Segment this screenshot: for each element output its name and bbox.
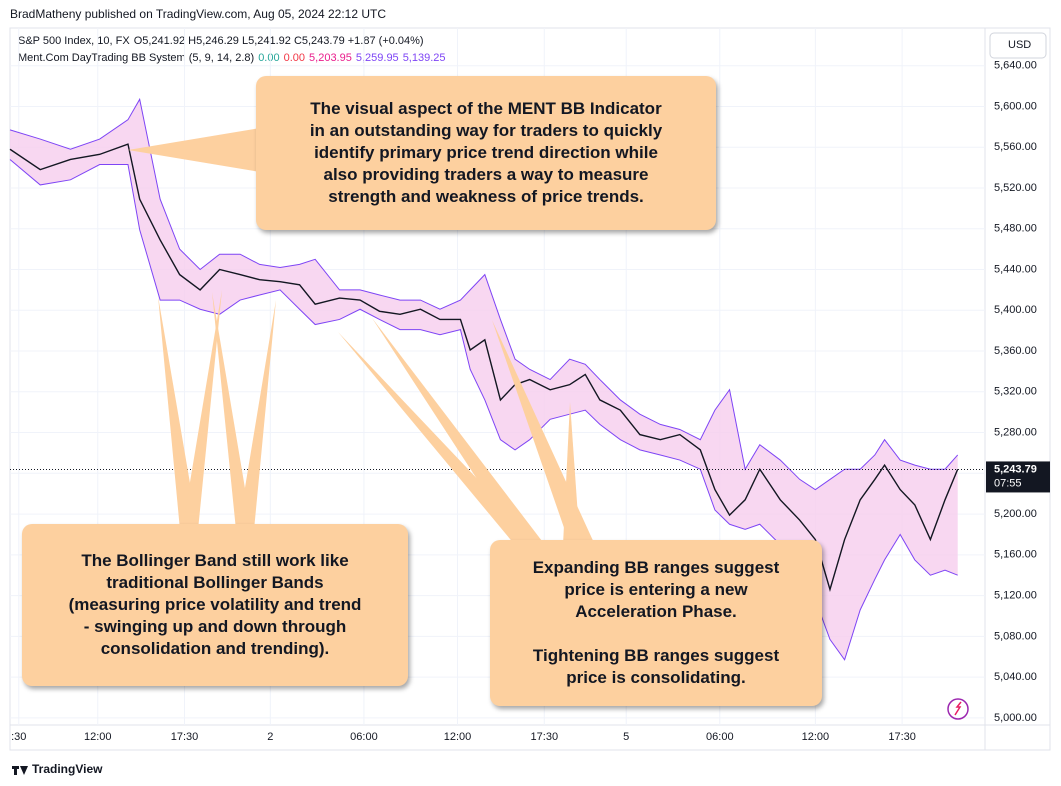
y-tick-label: 5,040.00 — [994, 671, 1037, 683]
x-tick-label: 5 — [623, 731, 629, 743]
currency-box[interactable] — [989, 32, 1047, 59]
x-tick-label: 2 — [267, 731, 273, 743]
indicator-value: 5,203.95 — [309, 52, 352, 64]
frame — [9, 27, 1051, 751]
callout-line: (measuring price volatility and trend — [68, 595, 362, 614]
indicator: Ment.Com DayTrading BB System (5, 9, 14,… — [18, 52, 255, 64]
y-tick-label: 5,200.00 — [994, 508, 1037, 520]
callout-line: Tightening BB ranges suggest — [532, 646, 780, 665]
callout-line — [490, 623, 822, 645]
pointer — [212, 292, 252, 530]
price-line — [9, 143, 959, 592]
indicator-value: 5,259.95 — [355, 52, 399, 64]
x-tick-label: 17:30 — [888, 731, 916, 743]
y-tick-label: 5,160.00 — [994, 549, 1037, 561]
x-tick-label: 17:30 — [171, 731, 199, 743]
callout-line: Acceleration Phase. — [575, 602, 737, 621]
callout-line: traditional Bollinger Bands — [106, 573, 324, 592]
callout-line: The visual aspect of the MENT BB Indicat… — [310, 99, 662, 118]
pointer — [238, 300, 276, 530]
callout: The visual aspect of the MENT BB Indicat… — [256, 76, 716, 230]
callout-line: price is consolidating. — [566, 668, 746, 687]
y-tick-label: 5,280.00 — [994, 426, 1037, 438]
callout: Expanding BB ranges suggest price is ente… — [490, 540, 822, 706]
y-tick-label: 5,600.00 — [994, 100, 1037, 112]
y-tick-label: 5,440.00 — [994, 263, 1037, 275]
y-tick-label: 5,400.00 — [994, 304, 1037, 316]
callout-line: consolidation and trending). — [100, 639, 330, 658]
callout-line: price is entering a new — [564, 580, 748, 599]
pointer — [372, 318, 545, 545]
callout-line: - swinging up and down through — [83, 617, 347, 636]
callout-line: also providing traders a way to measure — [323, 165, 649, 184]
band-line — [9, 159, 958, 661]
legend-symbol: S&P 500 Index, 10, FX O5,241.92 H5,246.29… — [18, 35, 428, 47]
callout: The Bollinger Band still work like tradit… — [22, 524, 408, 686]
y-tick-label: 5,080.00 — [994, 630, 1037, 642]
footer: TradingView — [32, 762, 103, 776]
replay-icon[interactable] — [947, 698, 969, 720]
x-tick-label: 12:00 — [84, 731, 112, 743]
indicator-value: 0.00 — [283, 52, 306, 64]
callout-line: The Bollinger Band still work like — [81, 551, 349, 570]
pointer — [182, 290, 222, 530]
y-tick-label: 5,000.00 — [994, 712, 1037, 724]
callout-pointers — [128, 128, 595, 545]
x-tick-label: 12:00 — [802, 731, 830, 743]
published: BradMatheny published on TradingView.com… — [10, 7, 387, 21]
x-tick-label: :30 — [11, 731, 26, 743]
y-tick-label: 5,640.00 — [994, 60, 1037, 72]
x-tick-label: 12:00 — [444, 731, 472, 743]
y-tick-label: 5,560.00 — [994, 141, 1037, 153]
callout-line: identify primary price trend direction w… — [314, 143, 658, 162]
legend-indicator: Ment.Com DayTrading BB System (5, 9, 14,… — [18, 52, 450, 64]
y-tick-label: 5,320.00 — [994, 386, 1037, 398]
price-tag — [986, 461, 1050, 493]
callout-line: Expanding BB ranges suggest — [532, 558, 780, 577]
x-tick-label: 17:30 — [531, 731, 559, 743]
callout-line: in an outstanding way for traders to qui… — [309, 121, 663, 140]
pointer — [128, 128, 260, 172]
y-tick-label: 5,520.00 — [994, 182, 1037, 194]
indicator-value: 0.00 — [258, 52, 280, 64]
indicator-value: 5,139.25 — [402, 52, 446, 64]
callout-line: strength and weakness of price trends. — [328, 187, 644, 206]
tv-logo — [12, 766, 28, 775]
ohlc: O5,241.92 H5,246.29 L5,241.92 C5,243.79 … — [133, 35, 424, 47]
y-tick-label: 5,360.00 — [994, 345, 1037, 357]
y-tick-label: 5,480.00 — [994, 223, 1037, 235]
symbol: S&P 500 Index, 10, FX — [18, 35, 130, 47]
replay-bolt — [954, 701, 962, 716]
x-tick-label: 06:00 — [350, 731, 378, 743]
y-tick-label: 5,120.00 — [994, 589, 1037, 601]
band-line — [9, 97, 959, 491]
price-tag-label: 5,243.79 — [994, 463, 1037, 475]
x-tick-label: 06:00 — [706, 731, 734, 743]
currency: USD — [1008, 39, 1031, 51]
pointer — [563, 402, 580, 545]
band-fill — [10, 99, 958, 660]
countdown: 07:55 — [994, 477, 1022, 489]
pointer — [158, 296, 198, 530]
